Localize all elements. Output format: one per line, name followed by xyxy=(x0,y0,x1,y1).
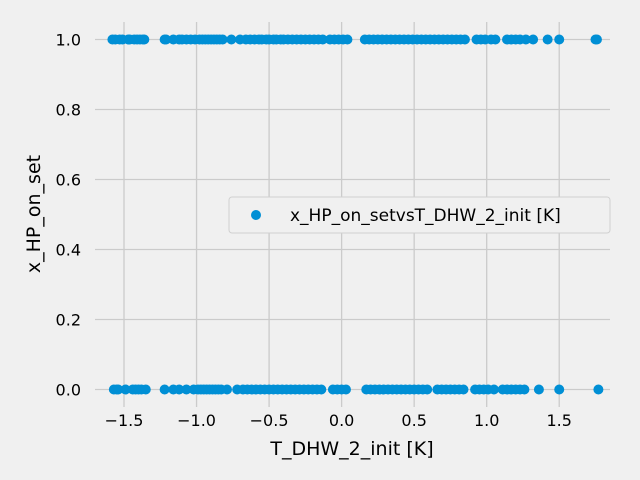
data-point xyxy=(342,34,353,45)
data-point xyxy=(520,34,531,45)
y-tick-label: 1.0 xyxy=(56,31,81,50)
data-point xyxy=(217,34,228,45)
x-tick-label: −1.0 xyxy=(177,411,216,430)
data-point xyxy=(459,34,470,45)
data-point xyxy=(519,384,530,395)
data-point xyxy=(113,384,124,395)
data-points xyxy=(107,34,604,395)
data-point xyxy=(488,384,499,395)
x-tick-label: 1.5 xyxy=(546,411,571,430)
y-axis-label: x_HP_on_set xyxy=(23,155,45,273)
data-point xyxy=(161,34,172,45)
data-point xyxy=(222,384,233,395)
y-tick-label: 0.6 xyxy=(56,171,81,190)
data-point xyxy=(528,34,539,45)
data-point xyxy=(316,384,327,395)
data-point xyxy=(340,384,351,395)
data-point xyxy=(533,384,544,395)
legend-entry-label: x_HP_on_setvsT_DHW_2_init [K] xyxy=(290,206,561,226)
x-axis-ticks: −1.5 −1.0 −0.5 0.0 0.5 1.0 1.5 xyxy=(105,411,572,430)
legend-marker xyxy=(251,210,261,220)
data-point xyxy=(317,34,328,45)
data-point xyxy=(226,34,237,45)
y-tick-label: 0.8 xyxy=(56,101,81,120)
data-point xyxy=(542,34,553,45)
x-axis-label: T_DHW_2_init [K] xyxy=(269,438,433,460)
data-point xyxy=(174,384,185,395)
data-point xyxy=(120,384,131,395)
x-tick-label: −1.5 xyxy=(105,411,144,430)
data-point xyxy=(458,384,469,395)
x-tick-label: 0.5 xyxy=(401,411,426,430)
data-point xyxy=(139,34,150,45)
data-point xyxy=(554,34,565,45)
data-point xyxy=(591,34,602,45)
legend: x_HP_on_setvsT_DHW_2_init [K] xyxy=(228,196,611,234)
x-tick-label: −0.5 xyxy=(250,411,289,430)
data-point xyxy=(554,384,565,395)
data-point xyxy=(140,384,151,395)
data-point xyxy=(490,34,501,45)
data-point xyxy=(181,384,192,395)
x-tick-label: 1.0 xyxy=(474,411,499,430)
y-tick-label: 0.2 xyxy=(56,311,81,330)
y-axis-ticks: 0.0 0.2 0.4 0.6 0.8 1.0 xyxy=(56,31,81,400)
data-point xyxy=(593,384,604,395)
data-point xyxy=(159,384,170,395)
data-point xyxy=(422,384,433,395)
y-tick-label: 0.0 xyxy=(56,381,81,400)
y-tick-label: 0.4 xyxy=(56,241,81,260)
x-tick-label: 0.0 xyxy=(329,411,354,430)
legend-box xyxy=(228,196,611,234)
